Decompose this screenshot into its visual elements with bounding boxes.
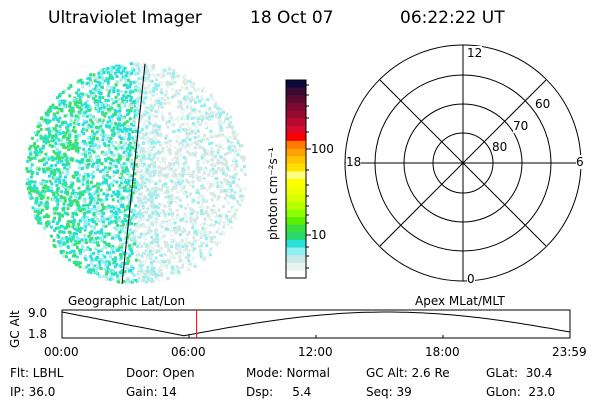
- filter-status: Flt: LBHL: [10, 366, 64, 380]
- timeline-frame: [61, 309, 571, 339]
- colorbar-band: [286, 110, 306, 119]
- colorbar-band: [286, 270, 306, 279]
- y-min-label: 1.8: [28, 327, 48, 341]
- door-status: Door: Open: [126, 366, 195, 380]
- ring-label-80: 80: [492, 140, 508, 154]
- apex-label: Apex MLat/MLT: [415, 294, 505, 308]
- colorbar-band: [286, 156, 306, 165]
- colorbar-band: [286, 133, 306, 142]
- colorbar-band: [286, 87, 306, 96]
- ring-label-60: 60: [535, 97, 551, 111]
- ip-status: IP: 36.0: [10, 385, 56, 399]
- colorbar-band: [286, 102, 306, 111]
- colorbar-tick-100: 100: [311, 142, 334, 156]
- colorbar-frame: [285, 79, 307, 279]
- colorbar-band: [286, 140, 306, 150]
- gain-status: Gain: 14: [126, 385, 177, 399]
- glon-status: GLon: 23.0: [486, 385, 556, 399]
- x-tick-label: 12:00: [298, 345, 333, 359]
- colorbar-band: [286, 262, 306, 271]
- geographic-label: Geographic Lat/Lon: [68, 294, 186, 308]
- x-tick-label: 23:59: [552, 345, 587, 359]
- polar-label-12: 12: [467, 46, 483, 60]
- colorbar-band: [286, 247, 306, 256]
- time-label: 06:22:22 UT: [400, 8, 505, 28]
- glat-status: GLat: 30.4: [486, 366, 553, 380]
- seq-status: Seq: 39: [366, 385, 412, 399]
- date-label: 18 Oct 07: [250, 8, 334, 28]
- colorbar-band: [286, 186, 306, 195]
- colorbar-band: [286, 95, 306, 104]
- colorbar-band: [286, 224, 306, 233]
- colorbar-band: [286, 163, 306, 172]
- colorbar-band: [286, 232, 306, 241]
- colorbar-band: [286, 239, 306, 249]
- polar-label-18: 18: [346, 155, 362, 169]
- colorbar-band: [286, 80, 306, 89]
- terminator-line: [121, 63, 146, 285]
- dsp-status: Dsp: 5.4: [246, 385, 312, 399]
- mode-status: Mode: Normal: [246, 366, 330, 380]
- y-max-label: 9.0: [28, 306, 48, 320]
- colorbar-band: [286, 179, 306, 188]
- polar-label-6: 6: [576, 155, 584, 169]
- colorbar-band: [286, 125, 306, 134]
- polar-label-0: 0: [467, 272, 475, 286]
- x-tick-label: 00:00: [44, 345, 79, 359]
- x-tick-label: 18:00: [425, 345, 460, 359]
- colorbar-band: [286, 217, 306, 226]
- instrument-title: Ultraviolet Imager: [48, 8, 202, 28]
- colorbar-band: [286, 118, 306, 127]
- colorbar-band: [286, 171, 306, 180]
- x-tick-label: 06:00: [171, 345, 206, 359]
- colorbar-band: [286, 201, 306, 210]
- colorbar-band: [286, 194, 306, 203]
- ring-label-70: 70: [513, 119, 529, 133]
- colorbar-band: [286, 209, 306, 218]
- colorbar-band: [286, 148, 306, 157]
- altitude-curve: [61, 311, 571, 337]
- gc-alt-status: GC Alt: 2.6 Re: [366, 366, 450, 380]
- colorbar-tick-10: 10: [311, 228, 327, 242]
- colorbar-band: [286, 255, 306, 264]
